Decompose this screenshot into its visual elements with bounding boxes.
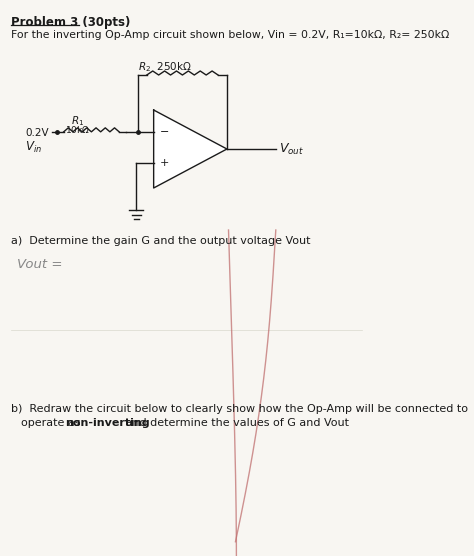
Polygon shape <box>154 110 227 188</box>
Text: For the inverting Op-Amp circuit shown below, Vin = 0.2V, R₁=10kΩ, R₂= 250kΩ: For the inverting Op-Amp circuit shown b… <box>11 30 449 40</box>
Text: operate as: operate as <box>21 418 84 428</box>
Text: $V_{in}$: $V_{in}$ <box>25 140 42 155</box>
Text: non-inverting: non-inverting <box>65 418 150 428</box>
Text: $V_{out}$: $V_{out}$ <box>279 141 304 157</box>
Text: a)  Determine the gain G and the output voltage Vout: a) Determine the gain G and the output v… <box>11 236 310 246</box>
Text: −: − <box>160 127 169 137</box>
Text: 10k$\Omega$: 10k$\Omega$ <box>64 124 90 135</box>
Text: $R_1$: $R_1$ <box>71 114 84 128</box>
Text: Problem 3 (30pts): Problem 3 (30pts) <box>11 16 130 29</box>
Text: Vout =: Vout = <box>18 258 63 271</box>
Text: +: + <box>160 158 169 168</box>
Text: b)  Redraw the circuit below to clearly show how the Op-Amp will be connected to: b) Redraw the circuit below to clearly s… <box>11 404 468 414</box>
Text: and determine the values of G and Vout: and determine the values of G and Vout <box>122 418 349 428</box>
Text: 0.2V: 0.2V <box>25 128 49 138</box>
Text: $R_2$  250k$\Omega$: $R_2$ 250k$\Omega$ <box>138 60 192 74</box>
